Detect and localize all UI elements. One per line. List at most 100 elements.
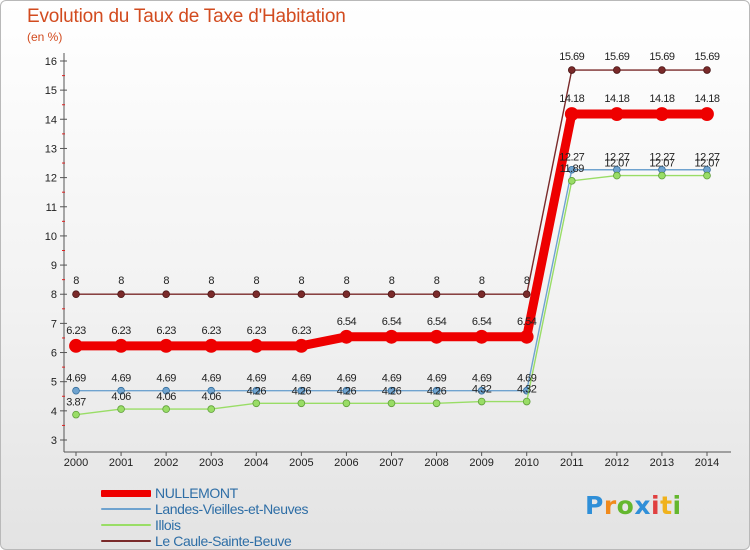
data-point-illois <box>703 171 711 180</box>
data-label-illois: 4.26 <box>427 385 447 397</box>
data-label-landes-vieilles-et-neuves: 4.69 <box>337 373 357 385</box>
x-tick-label: 2012 <box>605 457 629 469</box>
y-tick-label: 16 <box>45 56 57 68</box>
logo-letter: o <box>616 491 635 520</box>
data-label-nullemont: 6.23 <box>202 325 222 337</box>
data-label-le-caule-sainte-beuve: 15.69 <box>649 51 674 63</box>
chart-title: Evolution du Taux de Taxe d'Habitation <box>27 6 346 27</box>
data-point-illois <box>477 397 486 406</box>
data-point-landes-vieilles-et-neuves <box>72 386 80 395</box>
data-point-illois <box>522 397 531 406</box>
x-tick-label: 2002 <box>154 457 178 469</box>
data-label-illois: 4.32 <box>472 384 492 396</box>
data-point-nullemont <box>700 107 714 121</box>
data-label-le-caule-sainte-beuve: 8 <box>434 275 440 287</box>
data-point-illois <box>252 399 261 408</box>
data-label-landes-vieilles-et-neuves: 4.69 <box>292 373 312 385</box>
legend-item-nullemont: NULLEMONT <box>101 485 401 501</box>
data-label-nullemont: 6.23 <box>111 325 131 337</box>
x-tick-label: 2004 <box>244 457 268 469</box>
data-label-illois: 4.26 <box>247 385 267 397</box>
data-point-illois <box>162 405 170 413</box>
data-label-le-caule-sainte-beuve: 8 <box>524 275 530 287</box>
data-point-landes-vieilles-et-neuves <box>252 386 261 395</box>
data-label-illois: 12.07 <box>604 158 629 170</box>
legend-label-illois: Illois <box>155 517 181 533</box>
data-label-landes-vieilles-et-neuves: 4.69 <box>247 373 267 385</box>
data-label-nullemont: 14.18 <box>694 93 719 105</box>
data-point-le-caule-sainte-beuve <box>567 66 576 74</box>
data-label-le-caule-sainte-beuve: 8 <box>118 275 124 287</box>
data-label-le-caule-sainte-beuve: 8 <box>163 275 169 287</box>
data-point-nullemont <box>564 107 579 121</box>
x-tick-label: 2010 <box>514 457 538 469</box>
data-point-nullemont <box>249 338 264 353</box>
data-label-le-caule-sainte-beuve: 8 <box>389 275 395 287</box>
data-label-nullemont: 6.23 <box>292 325 312 337</box>
data-label-illois: 4.26 <box>337 385 357 397</box>
data-point-illois <box>297 399 306 408</box>
data-point-landes-vieilles-et-neuves <box>207 386 216 395</box>
data-point-landes-vieilles-et-neuves <box>297 386 306 395</box>
data-label-le-caule-sainte-beuve: 15.69 <box>604 51 629 63</box>
legend-label-nullemont: NULLEMONT <box>155 485 238 501</box>
legend-swatch-illois <box>101 524 151 526</box>
data-label-illois: 4.06 <box>156 391 176 403</box>
data-point-illois <box>658 171 666 180</box>
data-label-nullemont: 6.23 <box>66 325 86 337</box>
data-label-illois: 4.06 <box>111 391 131 403</box>
data-point-illois <box>567 177 576 185</box>
data-point-illois <box>613 171 621 180</box>
x-tick-label: 2008 <box>424 457 448 469</box>
data-label-nullemont: 6.54 <box>382 316 402 328</box>
data-point-illois <box>387 399 396 408</box>
data-point-nullemont <box>114 338 128 353</box>
data-point-nullemont <box>519 329 534 344</box>
proxiti-logo: Proxiti <box>585 491 682 520</box>
data-point-landes-vieilles-et-neuves <box>162 386 170 395</box>
data-point-le-caule-sainte-beuve <box>72 290 80 299</box>
legend-label-landes-vieilles-et-neuves: Landes-Vieilles-et-Neuves <box>155 501 309 517</box>
data-label-illois: 4.26 <box>382 385 402 397</box>
data-point-le-caule-sainte-beuve <box>432 290 441 299</box>
data-label-le-caule-sainte-beuve: 8 <box>479 275 485 287</box>
data-label-nullemont: 6.54 <box>337 316 357 328</box>
data-point-nullemont <box>159 338 174 353</box>
data-label-illois: 4.26 <box>292 385 312 397</box>
data-point-landes-vieilles-et-neuves <box>117 386 125 395</box>
data-label-le-caule-sainte-beuve: 8 <box>299 275 305 287</box>
data-label-le-caule-sainte-beuve: 8 <box>253 275 259 287</box>
data-point-le-caule-sainte-beuve <box>207 290 216 299</box>
legend-item-illois: Illois <box>101 517 401 533</box>
data-label-nullemont: 6.54 <box>472 316 492 328</box>
data-point-le-caule-sainte-beuve <box>703 66 711 74</box>
data-label-nullemont: 6.54 <box>427 316 447 328</box>
data-label-landes-vieilles-et-neuves: 12.27 <box>694 152 719 164</box>
data-point-landes-vieilles-et-neuves <box>387 386 396 395</box>
y-tick-label: 10 <box>45 231 57 243</box>
data-point-nullemont <box>294 338 309 353</box>
y-tick-label: 3 <box>51 435 57 447</box>
x-tick-label: 2006 <box>334 457 358 469</box>
data-label-landes-vieilles-et-neuves: 12.27 <box>649 152 674 164</box>
y-tick-label: 14 <box>45 114 57 126</box>
data-point-le-caule-sainte-beuve <box>477 290 486 299</box>
y-tick-label: 15 <box>45 85 57 97</box>
data-point-le-caule-sainte-beuve <box>252 290 261 299</box>
data-point-nullemont <box>339 329 354 344</box>
legend-item-landes-vieilles-et-neuves: Landes-Vieilles-et-Neuves <box>101 501 401 517</box>
y-tick-label: 11 <box>46 202 57 214</box>
y-tick-label: 8 <box>51 289 57 301</box>
data-label-illois: 3.87 <box>66 397 86 409</box>
legend-swatch-le-caule-sainte-beuve <box>101 540 151 542</box>
data-label-nullemont: 6.23 <box>247 325 267 337</box>
data-point-nullemont <box>204 338 219 353</box>
data-point-landes-vieilles-et-neuves <box>342 386 351 395</box>
data-point-landes-vieilles-et-neuves <box>567 165 576 174</box>
data-point-le-caule-sainte-beuve <box>658 66 666 74</box>
logo-letter: x <box>634 491 651 520</box>
legend-label-le-caule-sainte-beuve: Le Caule-Sainte-Beuve <box>155 533 292 549</box>
x-tick-label: 2014 <box>695 457 719 469</box>
data-label-illois: 12.07 <box>694 158 719 170</box>
